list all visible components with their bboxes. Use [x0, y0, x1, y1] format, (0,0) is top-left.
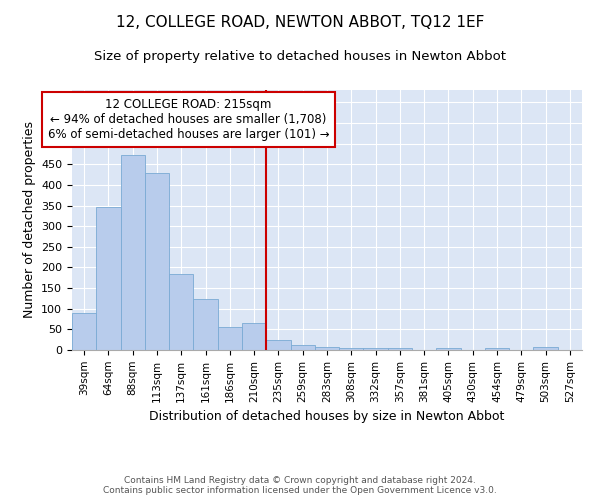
Text: 12, COLLEGE ROAD, NEWTON ABBOT, TQ12 1EF: 12, COLLEGE ROAD, NEWTON ABBOT, TQ12 1EF	[116, 15, 484, 30]
Bar	[315, 346, 339, 350]
Bar	[290, 344, 315, 350]
Text: Contains HM Land Registry data © Crown copyright and database right 2024.
Contai: Contains HM Land Registry data © Crown c…	[103, 476, 497, 495]
Bar	[72, 313, 96, 350]
Bar	[388, 348, 412, 350]
Bar	[485, 348, 509, 350]
Bar	[218, 327, 242, 350]
Bar	[533, 347, 558, 350]
Bar	[193, 299, 218, 350]
Y-axis label: Number of detached properties: Number of detached properties	[23, 122, 35, 318]
Bar	[242, 323, 266, 350]
Bar	[121, 155, 145, 350]
Bar	[169, 274, 193, 350]
Bar	[266, 340, 290, 350]
Bar	[339, 348, 364, 350]
Bar	[96, 207, 121, 350]
Bar	[145, 172, 169, 350]
Text: Size of property relative to detached houses in Newton Abbot: Size of property relative to detached ho…	[94, 50, 506, 63]
Bar	[364, 348, 388, 350]
X-axis label: Distribution of detached houses by size in Newton Abbot: Distribution of detached houses by size …	[149, 410, 505, 423]
Bar	[436, 348, 461, 350]
Text: 12 COLLEGE ROAD: 215sqm
← 94% of detached houses are smaller (1,708)
6% of semi-: 12 COLLEGE ROAD: 215sqm ← 94% of detache…	[48, 98, 329, 142]
